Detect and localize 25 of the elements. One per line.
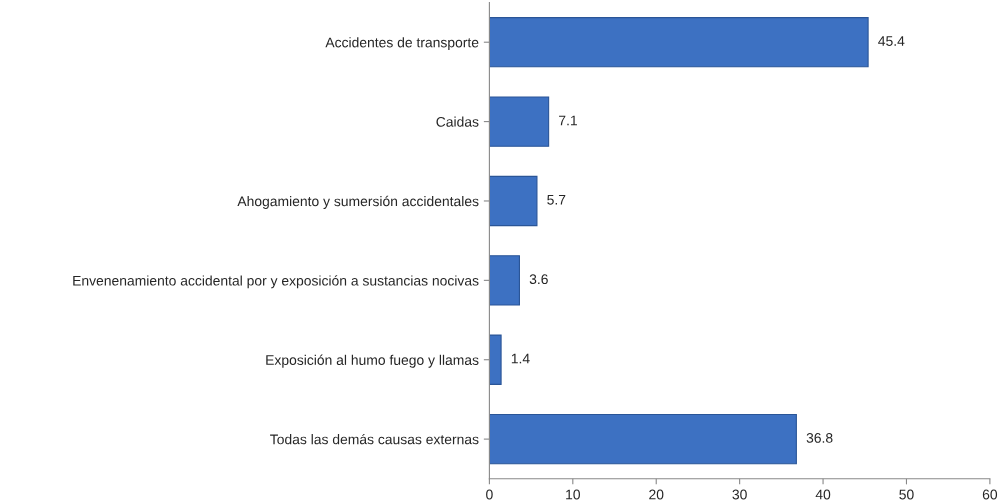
x-tick-label: 0 [486,489,493,500]
data-label: 45.4 [878,36,905,46]
x-tick-label: 60 [982,489,998,500]
bar [489,334,502,385]
y-tick-label: Caidas [436,116,479,127]
x-tick-label: 10 [566,489,580,500]
data-label: 7.1 [559,115,577,126]
x-tick-label: 50 [899,489,914,500]
bar [489,17,869,68]
bar [489,96,550,147]
x-tick-label: 40 [815,489,831,500]
y-tick-label: Accidentes de transporte [325,37,479,51]
data-label: 5.7 [547,195,566,205]
data-label: 36.8 [806,433,833,443]
x-tick-label: 30 [732,489,747,500]
bar [489,255,520,306]
x-tick-label: 20 [649,489,664,500]
y-tick-label: Ahogamiento y sumersión accidentales [237,195,479,209]
y-tick-label: Exposición al humo fuego y llamas [266,354,479,368]
y-tick-label: Envenenamiento accidental por y exposición a sustancias nocivas [73,275,479,289]
bar [489,175,538,227]
bar [489,413,797,465]
data-label: 1.4 [511,353,530,364]
data-label: 3.6 [529,274,548,285]
y-tick-label: Todas las demás causas externas [270,433,479,445]
